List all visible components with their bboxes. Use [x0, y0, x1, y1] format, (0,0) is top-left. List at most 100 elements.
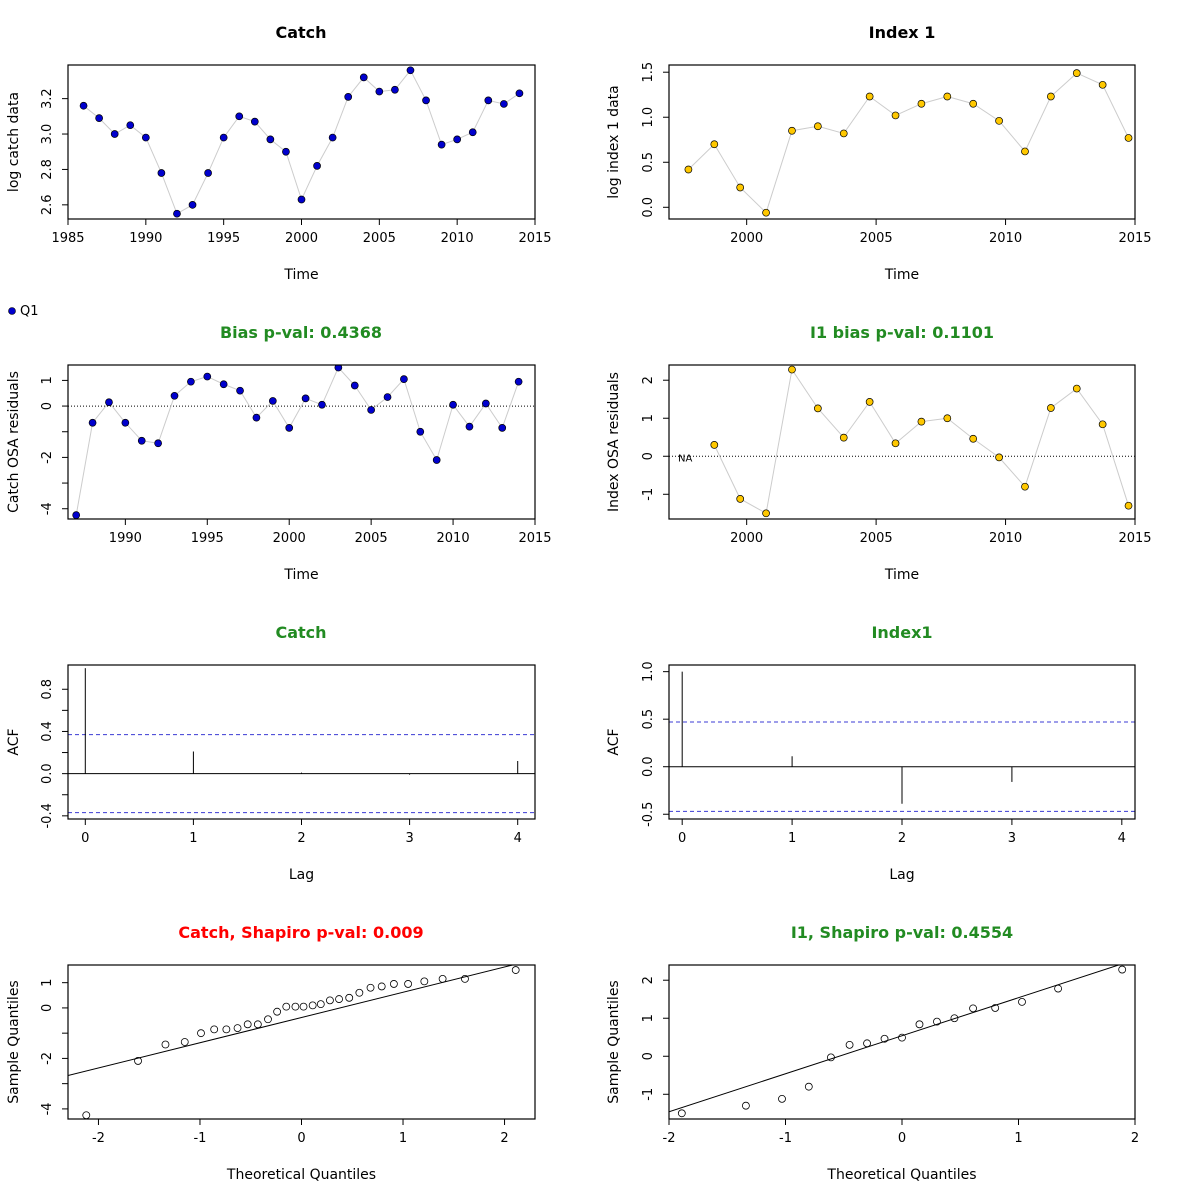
data-point: [79, 101, 88, 110]
data-point: [498, 424, 507, 432]
qq-point: [1018, 997, 1026, 1006]
data-point: [943, 92, 952, 101]
x-tick-label: 0: [678, 831, 686, 846]
data-point: [328, 133, 337, 142]
data-point: [297, 195, 306, 204]
data-point: [449, 400, 457, 409]
data-point: [141, 133, 150, 142]
data-point: [453, 135, 462, 144]
legend-marker-q1: [8, 307, 16, 315]
x-tick-label: 1990: [129, 231, 162, 246]
data-point: [710, 441, 719, 449]
qq-point: [210, 1025, 219, 1034]
data-point: [391, 85, 399, 94]
y-axis-label: log index 1 data: [606, 85, 622, 198]
qq-point: [197, 1029, 205, 1038]
plot-area: [669, 365, 1135, 518]
qq-point: [389, 980, 398, 988]
data-point: [110, 130, 119, 138]
data-point: [788, 126, 796, 135]
y-axis-label: Sample Quantiles: [6, 980, 22, 1103]
data-point: [995, 453, 1003, 462]
data-point: [736, 183, 745, 192]
x-tick-label: 2015: [518, 531, 551, 546]
legend-label-q1: Q1: [20, 304, 39, 319]
data-point: [422, 96, 430, 105]
data-point: [995, 116, 1003, 125]
data-point: [219, 133, 228, 142]
data-point: [367, 406, 375, 414]
data-point: [865, 398, 874, 406]
x-tick-label: 2005: [860, 531, 893, 546]
series-connector-line: [688, 72, 1129, 214]
x-tick-label: 2015: [518, 231, 551, 246]
data-point: [416, 427, 425, 436]
qq-point: [326, 996, 334, 1005]
x-tick-label: 4: [1118, 831, 1126, 846]
y-tick-label: 1: [40, 376, 55, 384]
data-point: [236, 386, 244, 395]
y-tick-label: 3.2: [40, 88, 55, 109]
x-tick-label: 2000: [273, 531, 306, 546]
data-point: [468, 128, 477, 137]
qq-point: [180, 1038, 189, 1046]
qq-point: [880, 1034, 889, 1043]
data-point: [969, 434, 978, 443]
qq-point: [845, 1040, 854, 1049]
y-tick-label: 0: [40, 1004, 55, 1012]
data-point: [266, 135, 275, 144]
qq-point: [366, 983, 375, 992]
y-axis-label: ACF: [6, 728, 22, 755]
data-point: [318, 400, 326, 409]
x-axis-label: Lag: [889, 867, 914, 883]
qq-point: [969, 1004, 977, 1013]
data-point: [788, 365, 796, 374]
qq-point: [316, 1000, 325, 1009]
y-axis-label: Catch OSA residuals: [6, 371, 22, 513]
y-axis-label: ACF: [606, 728, 622, 755]
panel-catch_acf: Catch Lag ACF 0 1 2 3 4 -0.4 0.0 0.4 0.8: [6, 623, 536, 883]
x-tick-label: 0: [898, 1131, 906, 1146]
plot-area: [684, 69, 1133, 217]
qq-point: [345, 993, 354, 1002]
data-point: [1124, 501, 1133, 510]
x-tick-label: 2015: [1118, 531, 1151, 546]
qq-point: [1118, 965, 1127, 974]
y-tick-label: 0.4: [40, 721, 55, 742]
y-tick-label: -2: [40, 1052, 55, 1065]
data-point: [95, 114, 103, 122]
x-tick-label: 1: [189, 831, 197, 846]
data-point: [173, 209, 181, 218]
data-point: [943, 414, 952, 423]
data-point: [437, 140, 446, 149]
x-tick-label: 2015: [1118, 231, 1151, 246]
qq-point: [243, 1020, 252, 1029]
qq-point: [308, 1001, 317, 1010]
x-tick-label: 1: [788, 831, 796, 846]
x-tick-label: 2: [297, 831, 305, 846]
y-axis-label: Sample Quantiles: [606, 980, 622, 1103]
qq-point: [915, 1020, 924, 1029]
panel-catch_resid: Bias p-val: 0.4368 Time Catch OSA residual…: [6, 323, 552, 583]
data-point: [484, 96, 493, 105]
qq-point: [677, 1109, 686, 1118]
data-point: [1098, 420, 1107, 429]
data-point: [465, 422, 474, 431]
x-axis-label: Time: [884, 567, 919, 583]
plot-frame: [67, 364, 536, 520]
y-tick-label: 0: [641, 1052, 656, 1060]
qq-point: [264, 1015, 272, 1024]
qq-point: [438, 974, 447, 983]
y-tick-label: -4: [40, 502, 55, 515]
y-tick-label: -1: [641, 1088, 656, 1101]
y-tick-label: 2: [641, 976, 656, 984]
data-point: [301, 394, 310, 403]
qq-reference-line: [68, 965, 515, 1077]
qq-point: [282, 1002, 291, 1011]
qq-point: [82, 1111, 91, 1119]
qq-point: [291, 1002, 300, 1011]
y-tick-label: 1: [40, 979, 55, 987]
x-tick-label: 0: [297, 1131, 305, 1146]
data-point: [344, 93, 353, 101]
data-point: [375, 87, 384, 96]
